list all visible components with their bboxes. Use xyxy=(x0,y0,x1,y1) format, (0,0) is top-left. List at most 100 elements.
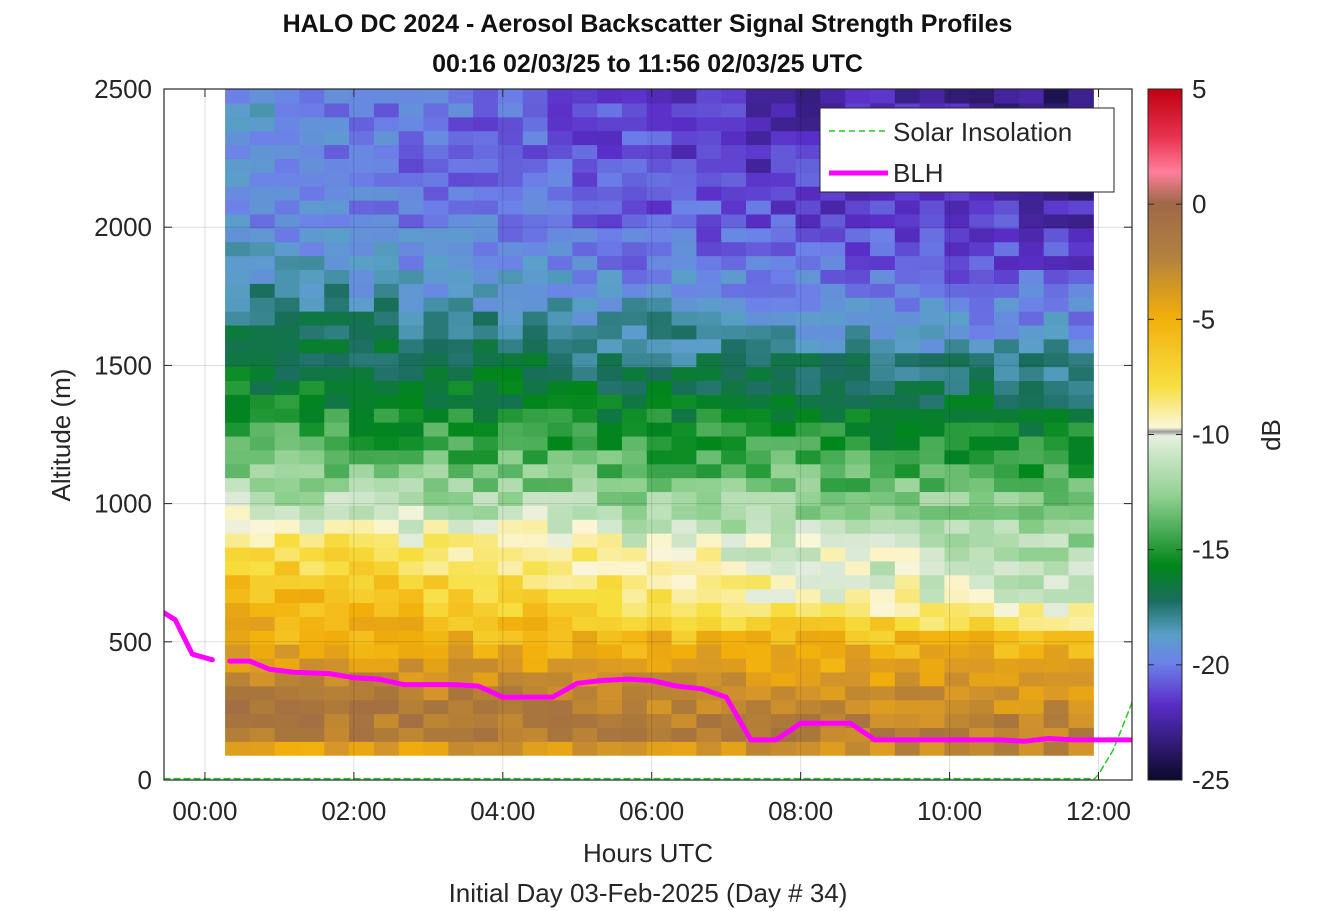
heatmap-cell xyxy=(894,463,921,479)
heatmap-cell xyxy=(770,116,797,132)
heatmap-cell xyxy=(299,574,325,590)
heatmap-cell xyxy=(845,574,871,590)
heatmap-cell xyxy=(473,241,499,257)
heatmap-cell xyxy=(919,352,946,368)
heatmap-cell xyxy=(349,463,375,479)
heatmap-cell xyxy=(696,158,722,173)
heatmap-cell xyxy=(1068,574,1094,590)
legend-label-blh: BLH xyxy=(893,158,944,188)
heatmap-cell xyxy=(497,560,524,576)
heatmap-cell xyxy=(621,477,648,493)
heatmap-cell xyxy=(671,227,697,243)
heatmap-cell xyxy=(671,255,697,271)
colorbar-tick-label: -20 xyxy=(1192,650,1230,680)
heatmap-cell xyxy=(745,394,772,409)
heatmap-cell xyxy=(324,311,350,326)
heatmap-cell xyxy=(572,380,598,395)
heatmap-cell xyxy=(597,338,623,354)
heatmap-cell xyxy=(969,449,995,465)
heatmap-cell xyxy=(398,338,425,354)
heatmap-cell xyxy=(721,741,747,756)
heatmap-cell xyxy=(225,644,251,659)
heatmap-cell xyxy=(770,616,797,631)
heatmap-cell xyxy=(398,186,425,201)
heatmap-cell xyxy=(423,533,449,548)
heatmap-cell xyxy=(448,422,474,437)
heatmap-cell xyxy=(225,546,251,562)
heatmap-cell xyxy=(597,560,623,576)
heatmap-cell xyxy=(1043,630,1070,645)
heatmap-cell xyxy=(671,394,697,409)
heatmap-cell xyxy=(448,630,474,645)
heatmap-cell xyxy=(473,394,499,409)
heatmap-cell xyxy=(398,435,425,451)
heatmap-cell xyxy=(448,172,474,187)
heatmap-cell xyxy=(820,255,846,271)
heatmap-cell xyxy=(820,602,846,617)
heatmap-cell xyxy=(870,213,896,229)
heatmap-cell xyxy=(969,477,995,493)
heatmap-cell xyxy=(423,546,449,562)
heatmap-cell xyxy=(547,657,573,673)
heatmap-cell xyxy=(845,533,871,548)
heatmap-cell xyxy=(597,366,623,382)
heatmap-cell xyxy=(448,311,474,326)
heatmap-cell xyxy=(894,227,921,243)
heatmap-cell xyxy=(870,463,896,479)
heatmap-cell xyxy=(274,408,301,423)
heatmap-cell xyxy=(225,200,251,215)
heatmap-cell xyxy=(349,699,375,715)
heatmap-cell xyxy=(473,491,499,506)
heatmap-cell xyxy=(944,241,970,257)
heatmap-cell xyxy=(423,727,449,742)
heatmap-cell xyxy=(423,380,449,395)
chart-subtitle: 00:16 02/03/25 to 11:56 02/03/25 UTC xyxy=(432,50,863,78)
heatmap-cell xyxy=(547,338,573,354)
heatmap-cell xyxy=(473,338,499,354)
heatmap-cell xyxy=(299,283,325,298)
heatmap-cell xyxy=(522,324,549,340)
heatmap-cell xyxy=(944,463,970,479)
heatmap-cell xyxy=(944,227,970,243)
heatmap-cell xyxy=(820,338,846,354)
heatmap-cell xyxy=(671,352,697,368)
heatmap-cell xyxy=(696,338,722,354)
heatmap-cell xyxy=(770,297,797,312)
heatmap-cell xyxy=(324,241,350,257)
heatmap-cell xyxy=(944,255,970,271)
heatmap-cell xyxy=(696,435,722,451)
heatmap-cell xyxy=(646,158,673,173)
heatmap-cell xyxy=(696,324,722,340)
heatmap-cell xyxy=(448,574,474,590)
heatmap-cell xyxy=(597,588,623,604)
heatmap-cell xyxy=(870,408,896,423)
heatmap-cell xyxy=(969,366,995,382)
x-tick-label: 08:00 xyxy=(768,796,833,826)
heatmap-cell xyxy=(671,297,697,312)
heatmap-cell xyxy=(597,241,623,257)
heatmap-cell xyxy=(1018,255,1045,271)
heatmap-cell xyxy=(721,671,747,687)
heatmap-cell xyxy=(969,394,995,409)
heatmap-cell xyxy=(249,116,276,132)
heatmap-cell xyxy=(473,602,499,617)
heatmap-cell xyxy=(671,644,697,659)
heatmap-cell xyxy=(597,657,623,673)
heatmap-cell xyxy=(572,408,598,423)
heatmap-cell xyxy=(398,102,425,118)
heatmap-cell xyxy=(497,255,524,271)
heatmap-cell xyxy=(721,574,747,590)
heatmap-cell xyxy=(349,505,375,520)
heatmap-cell xyxy=(770,519,797,534)
heatmap-cell xyxy=(696,741,722,756)
heatmap-cell xyxy=(1043,560,1070,576)
heatmap-cell xyxy=(721,394,747,409)
heatmap-cell xyxy=(324,255,350,271)
heatmap-cell xyxy=(795,394,822,409)
heatmap-cell xyxy=(944,283,970,298)
heatmap-cell xyxy=(274,158,301,173)
heatmap-cell xyxy=(1018,685,1045,701)
heatmap-cell xyxy=(324,533,350,548)
heatmap-cell xyxy=(299,241,325,257)
heatmap-cell xyxy=(621,172,648,187)
